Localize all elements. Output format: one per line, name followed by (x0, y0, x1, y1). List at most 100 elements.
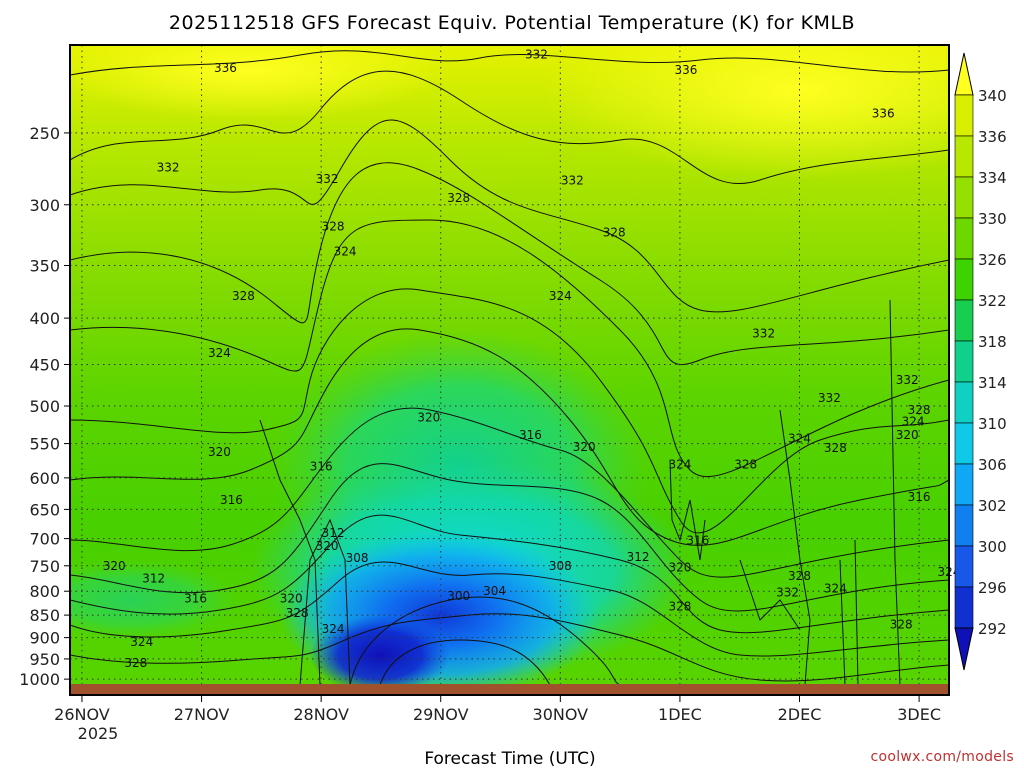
plot-field (70, 45, 949, 685)
contour-label: 312 (627, 550, 650, 564)
contour-label: 328 (734, 458, 757, 472)
colorbar-label: 322 (978, 292, 1007, 310)
y-tick-label: 350 (29, 256, 60, 275)
y-tick-label: 600 (29, 469, 60, 488)
colorbar-segment (954, 381, 974, 424)
colorbar-label: 296 (978, 579, 1007, 597)
contour-label: 328 (286, 606, 309, 620)
contour-label: 320 (316, 539, 339, 553)
contour-label: 324 (788, 432, 811, 446)
x-tick-label: 30NOV (533, 705, 589, 724)
contour-label: 332 (525, 48, 548, 62)
contour-label: 324 (549, 289, 572, 303)
y-tick-label: 850 (29, 606, 60, 625)
contour-label: 324 (902, 414, 925, 428)
contour-label: 332 (896, 373, 919, 387)
contour-label: 328 (447, 191, 470, 205)
colorbar-segment (954, 504, 974, 547)
colorbar-label: 302 (978, 497, 1007, 515)
plot-frame (69, 44, 950, 696)
contour-label: 332 (157, 161, 180, 175)
contour-label: 332 (752, 327, 775, 341)
contour-label: 316 (686, 533, 709, 547)
colorbar-label: 326 (978, 251, 1007, 269)
contour-label: 332 (776, 586, 799, 600)
x-tick-label: 28NOV (293, 705, 349, 724)
y-tick-label: 450 (29, 356, 60, 375)
colorbar-segment (954, 258, 974, 301)
contour-label: 308 (346, 551, 369, 565)
contour-lines (70, 50, 949, 685)
colorbar-label: 306 (978, 456, 1007, 474)
contour-label: 328 (824, 441, 847, 455)
y-tick-label: 250 (29, 124, 60, 143)
contour-label: 308 (549, 559, 572, 573)
colorbar-segment (954, 217, 974, 260)
contour-label: 320 (417, 411, 440, 425)
colorbar-label: 314 (978, 374, 1007, 392)
colorbar-label: 310 (978, 415, 1007, 433)
colorbar-label: 340 (978, 87, 1007, 105)
y-tick-label: 500 (29, 397, 60, 416)
y-tick-label: 1000 (19, 670, 60, 689)
contour-label: 320 (668, 560, 691, 574)
contour-label: 316 (184, 592, 207, 606)
contour-label: 328 (232, 289, 255, 303)
contour-label: 336 (674, 63, 697, 77)
contour-label: 316 (519, 428, 542, 442)
contour-label: 324 (668, 458, 691, 472)
x-tick-label: 27NOV (174, 705, 230, 724)
y-tick-label: 800 (29, 582, 60, 601)
y-tick-label: 750 (29, 557, 60, 576)
contour-label: 332 (818, 391, 841, 405)
contour-label: 300 (447, 589, 470, 603)
contour-label: 336 (214, 61, 237, 75)
y-tick-label: 650 (29, 500, 60, 519)
contour-label: 328 (908, 403, 931, 417)
credit-text: coolwx.com/models (870, 749, 1014, 765)
colorbar-segment (954, 340, 974, 383)
contour-label: 304 (483, 584, 506, 598)
colorbar-label: 336 (978, 128, 1007, 146)
colorbar-segment (954, 422, 974, 465)
contour-label: 312 (322, 526, 345, 540)
contour-label: 328 (603, 226, 626, 240)
contour-label: 328 (668, 600, 691, 614)
colorbar-segment (954, 586, 974, 629)
colorbar: 340 336 334 330 326 322 318 314 310 306 302 300 296 2… (954, 52, 1007, 671)
colorbar-segment (954, 463, 974, 506)
x-tick-label: 3DEC (897, 705, 941, 724)
contour-label: 320 (208, 445, 231, 459)
contour-label: 332 (561, 173, 584, 187)
colorbar-label: 300 (978, 538, 1007, 556)
y-tick-label: 300 (29, 196, 60, 215)
y-tick-label: 900 (29, 629, 60, 648)
y-tick-label: 950 (29, 650, 60, 669)
contour-label: 324 (334, 245, 357, 259)
contour-label: 328 (788, 569, 811, 583)
x-tick-label: 26NOV (54, 705, 110, 724)
contour-label: 328 (890, 617, 913, 631)
y-tick-label: 400 (29, 309, 60, 328)
contour-label: 324 (130, 635, 153, 649)
contour-label: 324 (322, 622, 345, 636)
terrain-strip (70, 684, 949, 695)
contour-label: 324 (208, 346, 231, 360)
contour-label: 320 (896, 428, 919, 442)
y-axis: 250 300 350 400 450 500 550 600 650 700 750 800 850 9… (19, 124, 70, 689)
colorbar-segment (954, 135, 974, 178)
colorbar-label: 292 (978, 620, 1007, 638)
colorbar-label: 318 (978, 333, 1007, 351)
contour-label: 328 (124, 656, 147, 670)
x-axis: 26NOV 27NOV 28NOV 29NOV 30NOV 1DEC 2DEC 3DEC (54, 695, 941, 724)
x-tick-label: 29NOV (413, 705, 469, 724)
contour-label: 316 (220, 493, 243, 507)
colorbar-segment (954, 545, 974, 588)
contour-label: 320 (280, 592, 303, 606)
contour-label: 332 (316, 172, 339, 186)
x-tick-label: 1DEC (658, 705, 702, 724)
contour-label: 328 (322, 219, 345, 233)
colorbar-segment (954, 176, 974, 219)
